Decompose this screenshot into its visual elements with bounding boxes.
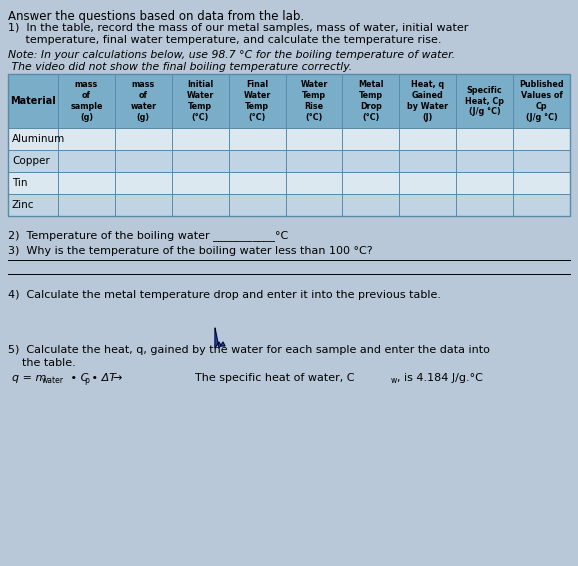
Text: • C: • C [67,373,88,383]
Text: Specific
Heat, Cp
(J/g °C): Specific Heat, Cp (J/g °C) [465,86,504,116]
Text: Final
Water
Temp
(°C): Final Water Temp (°C) [243,80,271,122]
Text: Heat, q
Gained
by Water
(J): Heat, q Gained by Water (J) [407,80,449,122]
Text: Tin: Tin [12,178,28,188]
Bar [8,74,570,128]
Text: mass
of
water
(g): mass of water (g) [130,80,157,122]
Text: Zinc: Zinc [12,200,35,210]
Text: the table.: the table. [8,358,76,368]
Text: q = m: q = m [12,373,46,383]
Bar [8,172,570,194]
Text: w: w [391,376,397,385]
Text: →: → [112,373,121,383]
Text: , is 4.184 J/g.°C: , is 4.184 J/g.°C [397,373,483,383]
Text: 2)  Temperature of the boiling water ___________°C: 2) Temperature of the boiling water ____… [8,230,288,241]
Text: Note: In your calculations below, use 98.7 °C for the boiling temperature of wat: Note: In your calculations below, use 98… [8,50,455,60]
Text: mass
of
sample
(g): mass of sample (g) [70,80,103,122]
Text: 4)  Calculate the metal temperature drop and enter it into the previous table.: 4) Calculate the metal temperature drop … [8,290,441,300]
Text: Answer the questions based on data from the lab.: Answer the questions based on data from … [8,10,304,23]
Bar [8,74,570,216]
Text: The specific heat of water, C: The specific heat of water, C [195,373,354,383]
Bar [8,150,570,172]
Text: temperature, final water temperature, and calculate the temperature rise.: temperature, final water temperature, an… [8,35,442,45]
Bar [8,128,570,150]
Text: 5)  Calculate the heat, q, gained by the water for each sample and enter the dat: 5) Calculate the heat, q, gained by the … [8,345,490,355]
Bar [8,194,570,216]
Polygon shape [215,328,225,348]
Text: Material: Material [10,96,56,106]
Text: 1)  In the table, record the mass of our metal samples, mass of water, initial w: 1) In the table, record the mass of our … [8,23,468,33]
Text: water: water [42,376,64,385]
Text: 3)  Why is the temperature of the boiling water less than 100 °C?: 3) Why is the temperature of the boiling… [8,246,373,256]
Text: Initial
Water
Temp
(°C): Initial Water Temp (°C) [187,80,214,122]
Text: Published
Values of
Cp
(J/g °C): Published Values of Cp (J/g °C) [519,80,564,122]
Text: Metal
Temp
Drop
(°C): Metal Temp Drop (°C) [358,80,384,122]
Text: The video did not show the final boiling temperature correctly.: The video did not show the final boiling… [8,62,352,72]
Text: Aluminum: Aluminum [12,134,65,144]
Text: • ΔT: • ΔT [88,373,116,383]
Text: Copper: Copper [12,156,50,166]
Text: p: p [84,376,89,385]
Text: Water
Temp
Rise
(°C): Water Temp Rise (°C) [301,80,328,122]
